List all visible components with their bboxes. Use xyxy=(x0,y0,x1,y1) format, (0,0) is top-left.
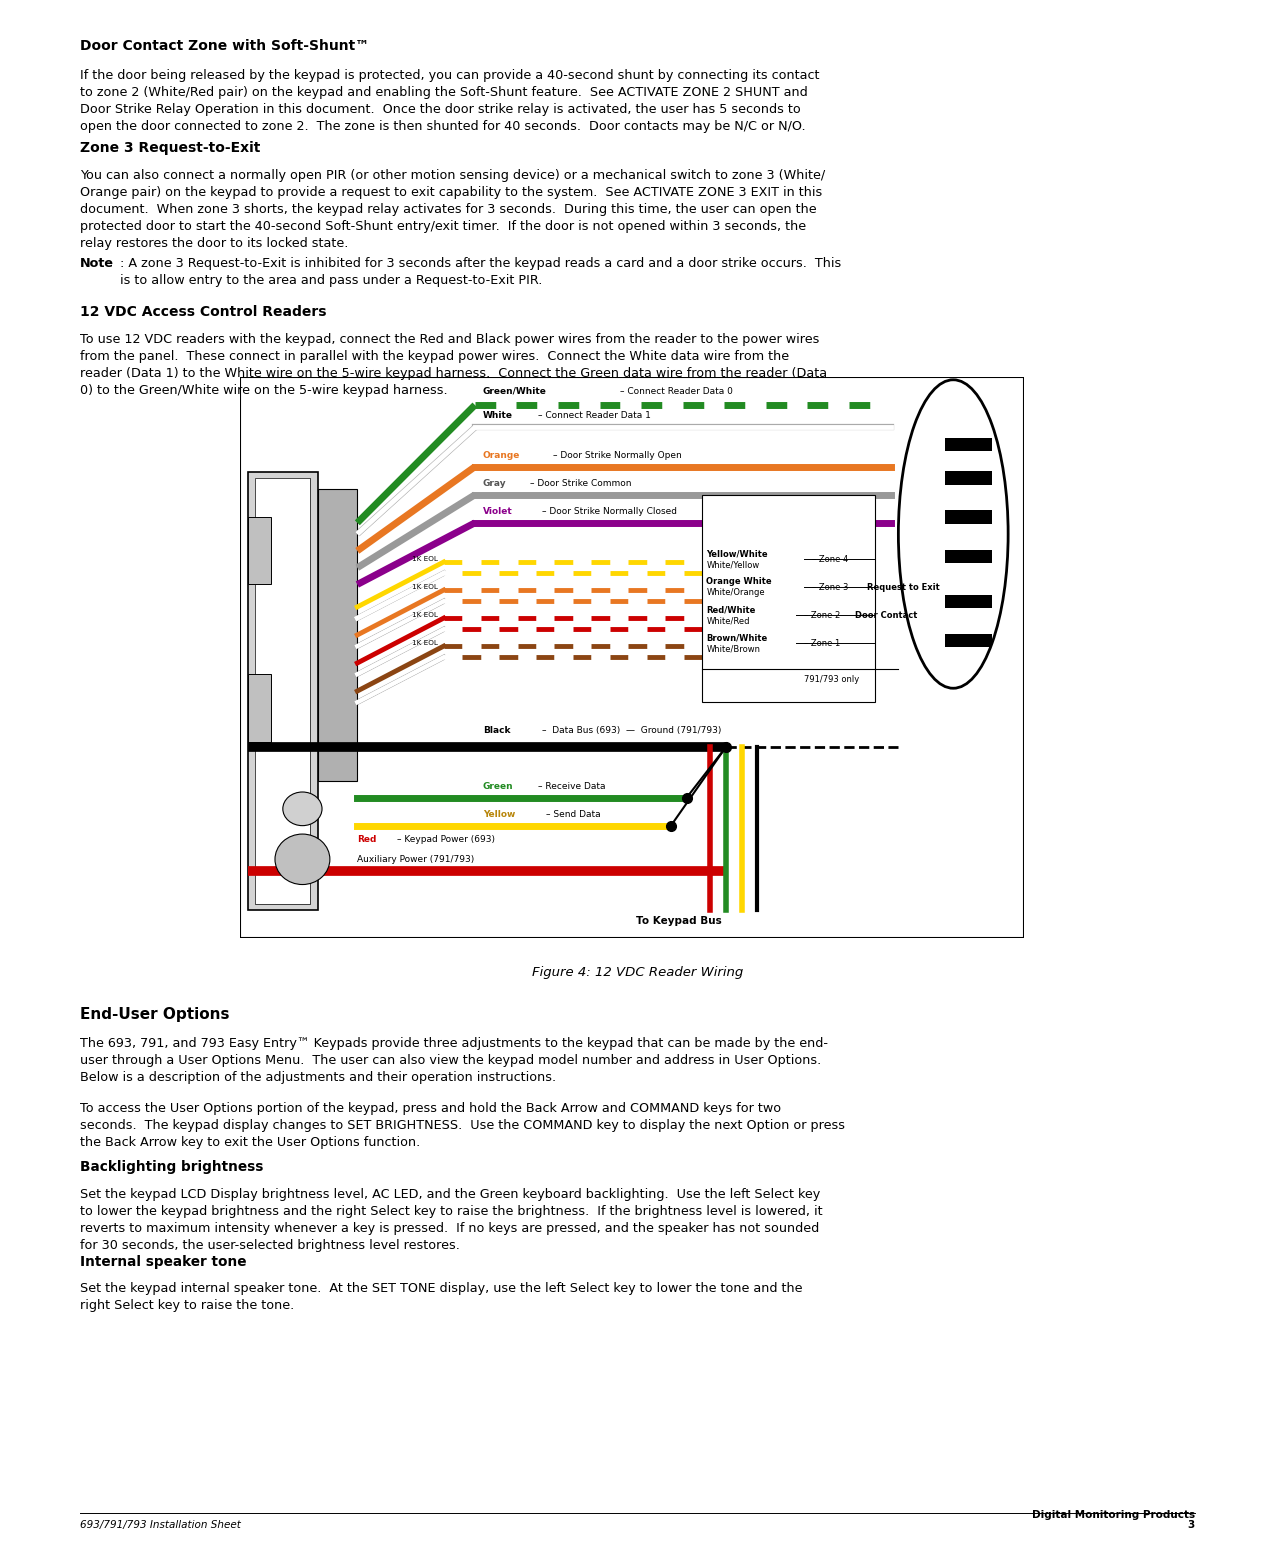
Text: : A zone 3 Request-to-Exit is inhibited for 3 seconds after the keypad reads a c: : A zone 3 Request-to-Exit is inhibited … xyxy=(120,256,842,287)
Text: 791/793 only: 791/793 only xyxy=(805,675,859,684)
Text: White/Yellow: White/Yellow xyxy=(706,561,760,570)
Text: – Zone 3: – Zone 3 xyxy=(812,582,852,592)
Text: Violet: Violet xyxy=(483,507,513,516)
Text: Set the keypad internal speaker tone.  At the SET TONE display, use the left Sel: Set the keypad internal speaker tone. At… xyxy=(80,1282,803,1312)
Text: Red: Red xyxy=(357,836,376,844)
Text: To Keypad Bus: To Keypad Bus xyxy=(636,916,722,925)
Text: The 693, 791, and 793 Easy Entry™ Keypads provide three adjustments to the keypa: The 693, 791, and 793 Easy Entry™ Keypad… xyxy=(80,1037,829,1083)
Text: Brown/White: Brown/White xyxy=(706,633,768,643)
Text: Orange White: Orange White xyxy=(706,578,771,586)
Text: White/Red: White/Red xyxy=(706,616,750,626)
Bar xyxy=(946,510,992,524)
Text: – Zone 4: – Zone 4 xyxy=(812,555,848,564)
Text: – Connect Reader Data 0: – Connect Reader Data 0 xyxy=(620,386,733,396)
Text: White: White xyxy=(483,411,513,420)
Text: Zone 3 Request-to-Exit: Zone 3 Request-to-Exit xyxy=(80,142,260,156)
Text: – Keypad Power (693): – Keypad Power (693) xyxy=(397,836,495,844)
Bar xyxy=(247,674,272,742)
Text: 693/791/793 Installation Sheet: 693/791/793 Installation Sheet xyxy=(80,1520,241,1530)
Text: Door Contact Zone with Soft-Shunt™: Door Contact Zone with Soft-Shunt™ xyxy=(80,39,370,54)
Text: Note: Note xyxy=(80,256,115,270)
Text: Request to Exit: Request to Exit xyxy=(867,582,940,592)
Text: – Zone 2: – Zone 2 xyxy=(805,610,843,620)
Text: To access the User Options portion of the keypad, press and hold the Back Arrow : To access the User Options portion of th… xyxy=(80,1102,845,1148)
Text: – Door Strike Normally Open: – Door Strike Normally Open xyxy=(553,451,682,460)
Text: 1K EOL: 1K EOL xyxy=(412,612,439,618)
Bar xyxy=(946,471,992,485)
Bar xyxy=(247,473,319,910)
Text: 1K EOL: 1K EOL xyxy=(412,556,439,562)
Ellipse shape xyxy=(899,380,1009,688)
Ellipse shape xyxy=(283,793,323,825)
Bar xyxy=(946,595,992,609)
Bar xyxy=(946,550,992,564)
Text: 3: 3 xyxy=(1187,1520,1195,1530)
Text: Gray: Gray xyxy=(483,479,506,488)
Text: Green/White: Green/White xyxy=(483,386,547,396)
Text: – Zone 1: – Zone 1 xyxy=(805,640,840,647)
Bar xyxy=(703,494,875,703)
Bar xyxy=(247,518,272,584)
Text: Figure 4: 12 VDC Reader Wiring: Figure 4: 12 VDC Reader Wiring xyxy=(532,966,743,978)
Bar xyxy=(319,490,357,780)
Text: – Receive Data: – Receive Data xyxy=(538,782,606,791)
Text: White/Orange: White/Orange xyxy=(706,589,765,598)
Text: Auxiliary Power (791/793): Auxiliary Power (791/793) xyxy=(357,854,474,864)
Text: Set the keypad LCD Display brightness level, AC LED, and the Green keyboard back: Set the keypad LCD Display brightness le… xyxy=(80,1188,822,1251)
Bar xyxy=(255,477,310,904)
Text: Digital Monitoring Products: Digital Monitoring Products xyxy=(1031,1509,1195,1520)
Text: Black: Black xyxy=(483,726,510,735)
Text: If the door being released by the keypad is protected, you can provide a 40-seco: If the door being released by the keypad… xyxy=(80,68,820,133)
Text: Backlighting brightness: Backlighting brightness xyxy=(80,1160,264,1174)
Text: Green: Green xyxy=(483,782,514,791)
Text: Internal speaker tone: Internal speaker tone xyxy=(80,1255,247,1268)
Text: 1K EOL: 1K EOL xyxy=(412,640,439,646)
Text: – Door Strike Common: – Door Strike Common xyxy=(530,479,631,488)
Text: Orange: Orange xyxy=(483,451,520,460)
Bar xyxy=(255,477,310,904)
Text: Yellow/White: Yellow/White xyxy=(706,548,768,558)
Text: – Connect Reader Data 1: – Connect Reader Data 1 xyxy=(538,411,650,420)
Bar xyxy=(946,633,992,647)
Text: –  Data Bus (693)  —  Ground (791/793): – Data Bus (693) — Ground (791/793) xyxy=(542,726,720,735)
Text: White/Brown: White/Brown xyxy=(706,644,760,654)
Text: – Send Data: – Send Data xyxy=(546,810,601,819)
Text: – Door Strike Normally Closed: – Door Strike Normally Closed xyxy=(542,507,677,516)
Ellipse shape xyxy=(275,834,330,885)
Text: Yellow: Yellow xyxy=(483,810,515,819)
Text: To use 12 VDC readers with the keypad, connect the Red and Black power wires fro: To use 12 VDC readers with the keypad, c… xyxy=(80,334,827,397)
Text: 1K EOL: 1K EOL xyxy=(412,584,439,590)
Text: End-User Options: End-User Options xyxy=(80,1007,230,1023)
Bar xyxy=(946,437,992,451)
Text: Door Contact: Door Contact xyxy=(856,610,918,620)
Text: 12 VDC Access Control Readers: 12 VDC Access Control Readers xyxy=(80,306,326,320)
Text: You can also connect a normally open PIR (or other motion sensing device) or a m: You can also connect a normally open PIR… xyxy=(80,170,825,250)
Text: Red/White: Red/White xyxy=(706,606,756,615)
